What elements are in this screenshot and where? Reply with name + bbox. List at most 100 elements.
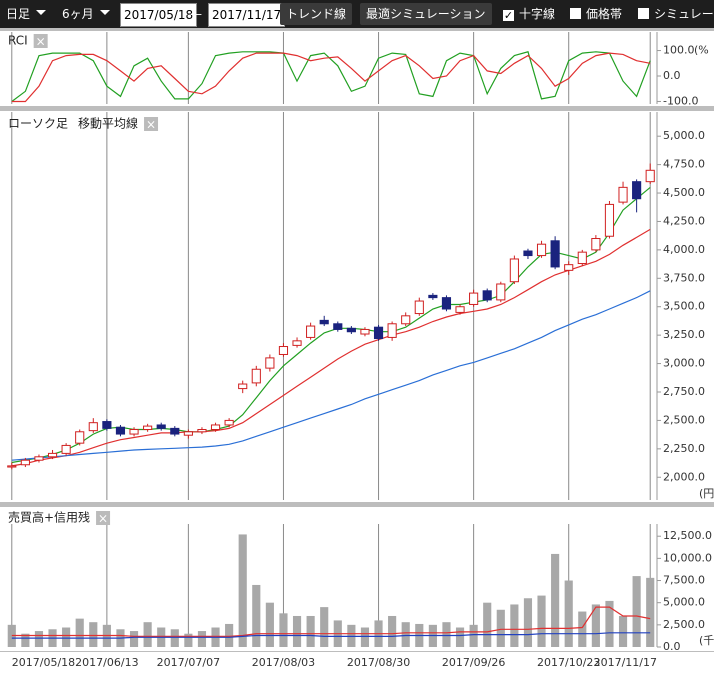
x-tick-label: 2017/06/13 (75, 656, 138, 669)
separator (0, 502, 714, 507)
candle-body (61, 444, 71, 454)
panel-title: 売買高+信用残 (8, 510, 90, 525)
candle-body (7, 465, 17, 468)
candle-body (129, 429, 139, 435)
candle-body (34, 456, 44, 461)
line-series (11, 52, 651, 103)
separator (0, 106, 714, 111)
volume-bar (143, 622, 152, 647)
checkbox[interactable]: 価格帯 (570, 3, 622, 25)
candle-body (373, 326, 384, 340)
volume-bar (89, 622, 98, 647)
panel-header: RCI × (8, 34, 48, 49)
y-tick-label: -100.0 (663, 94, 698, 107)
volume-bar (21, 633, 30, 647)
candle-body (210, 424, 221, 431)
candle-body (387, 323, 397, 338)
candle-body (482, 290, 492, 301)
candle-body (401, 315, 411, 325)
volume-bar (646, 577, 655, 647)
button[interactable]: トレンド線 (280, 3, 353, 25)
volume-bar (62, 627, 71, 647)
volume-bar (197, 631, 207, 647)
candle-body (170, 427, 180, 435)
candle-body (102, 421, 112, 429)
candle-body (251, 368, 261, 384)
x-tick-label: 2017/08/03 (252, 656, 315, 669)
line-series (11, 51, 651, 102)
start-date[interactable]: 2017/05/18 (120, 3, 198, 27)
volume-bar (510, 604, 519, 647)
volume-bar (496, 609, 505, 647)
close-icon: × (36, 35, 46, 49)
y-tick-label: 5,000.0 (663, 129, 705, 142)
candle-body (469, 292, 479, 305)
line-series (11, 632, 651, 639)
volume-bar (455, 627, 465, 647)
end-date[interactable]: 2017/11/17 (208, 3, 286, 27)
y-tick-label: 4,250.0 (663, 214, 705, 227)
candle-body (333, 323, 343, 330)
volume-bar (225, 623, 234, 647)
candle-body (509, 258, 519, 283)
separator: — (190, 7, 202, 21)
volume-bar (564, 580, 573, 647)
close-icon: × (146, 118, 156, 132)
checkbox-box[interactable] (570, 8, 581, 19)
y-tick-label: 3,000.0 (663, 357, 705, 370)
axis-unit: (千 (699, 634, 714, 647)
y-tick-label: 2,750.0 (663, 385, 705, 398)
x-tick-label: 2017/08/30 (347, 656, 410, 669)
panel-header: 売買高+信用残 × (8, 510, 111, 526)
x-tick-label: 2017/09/26 (442, 656, 505, 669)
volume-bar (551, 553, 560, 647)
candle-body (428, 294, 438, 299)
candle-body (47, 452, 58, 458)
checkbox-label: 十字線 (519, 7, 556, 21)
checkbox[interactable]: ✓ 十字線 (503, 3, 555, 25)
y-tick-label: 100.0 (663, 44, 695, 57)
candle-body (523, 250, 533, 257)
y-tick-label: 0.0 (663, 69, 681, 82)
x-tick-label: 2017/07/07 (157, 656, 220, 669)
volume-bar (184, 633, 193, 647)
candle-body (224, 419, 234, 426)
candle-body (441, 297, 452, 310)
volume-bar (279, 613, 288, 647)
close-button[interactable] (96, 511, 111, 525)
checkbox-box[interactable]: ✓ (503, 9, 514, 22)
range-select[interactable]: 6ヶ月 (58, 3, 114, 25)
y-tick-label: 3,500.0 (663, 300, 705, 313)
volume-bar (618, 615, 628, 647)
button[interactable]: 最適シミュレーション (360, 3, 492, 25)
volume-bar (578, 611, 587, 647)
candle-body (550, 240, 560, 268)
volume-bar (605, 600, 614, 647)
checkbox[interactable]: シミュレーション (638, 3, 714, 25)
candle-body (564, 264, 574, 271)
axis-unit: (% (694, 44, 709, 57)
volume-bar (483, 602, 492, 647)
close-icon: × (98, 512, 108, 526)
checkbox-label: 価格帯 (586, 7, 623, 21)
y-tick-label: 7,500.0 (663, 574, 705, 587)
candle-body (591, 238, 601, 251)
close-button[interactable] (33, 34, 48, 48)
y-tick-label: 4,750.0 (663, 158, 705, 171)
candle-body (238, 383, 248, 390)
period-select[interactable]: 日足 (2, 3, 50, 25)
candle-body (645, 169, 655, 183)
y-tick-label: 5,000.0 (663, 596, 705, 609)
candle-body (577, 251, 587, 265)
candle-body (306, 325, 316, 338)
candle-body (360, 328, 370, 335)
checkbox-box[interactable] (638, 8, 649, 19)
volume-bar (129, 631, 139, 647)
separator (0, 28, 714, 31)
y-tick-label: 4,000.0 (663, 243, 705, 256)
x-tick-label: 2017/11/17 (594, 656, 657, 669)
close-button[interactable] (144, 117, 159, 131)
candle-body (115, 426, 126, 435)
candle-body (536, 243, 547, 257)
y-tick-label: 10,000.0 (663, 551, 712, 564)
